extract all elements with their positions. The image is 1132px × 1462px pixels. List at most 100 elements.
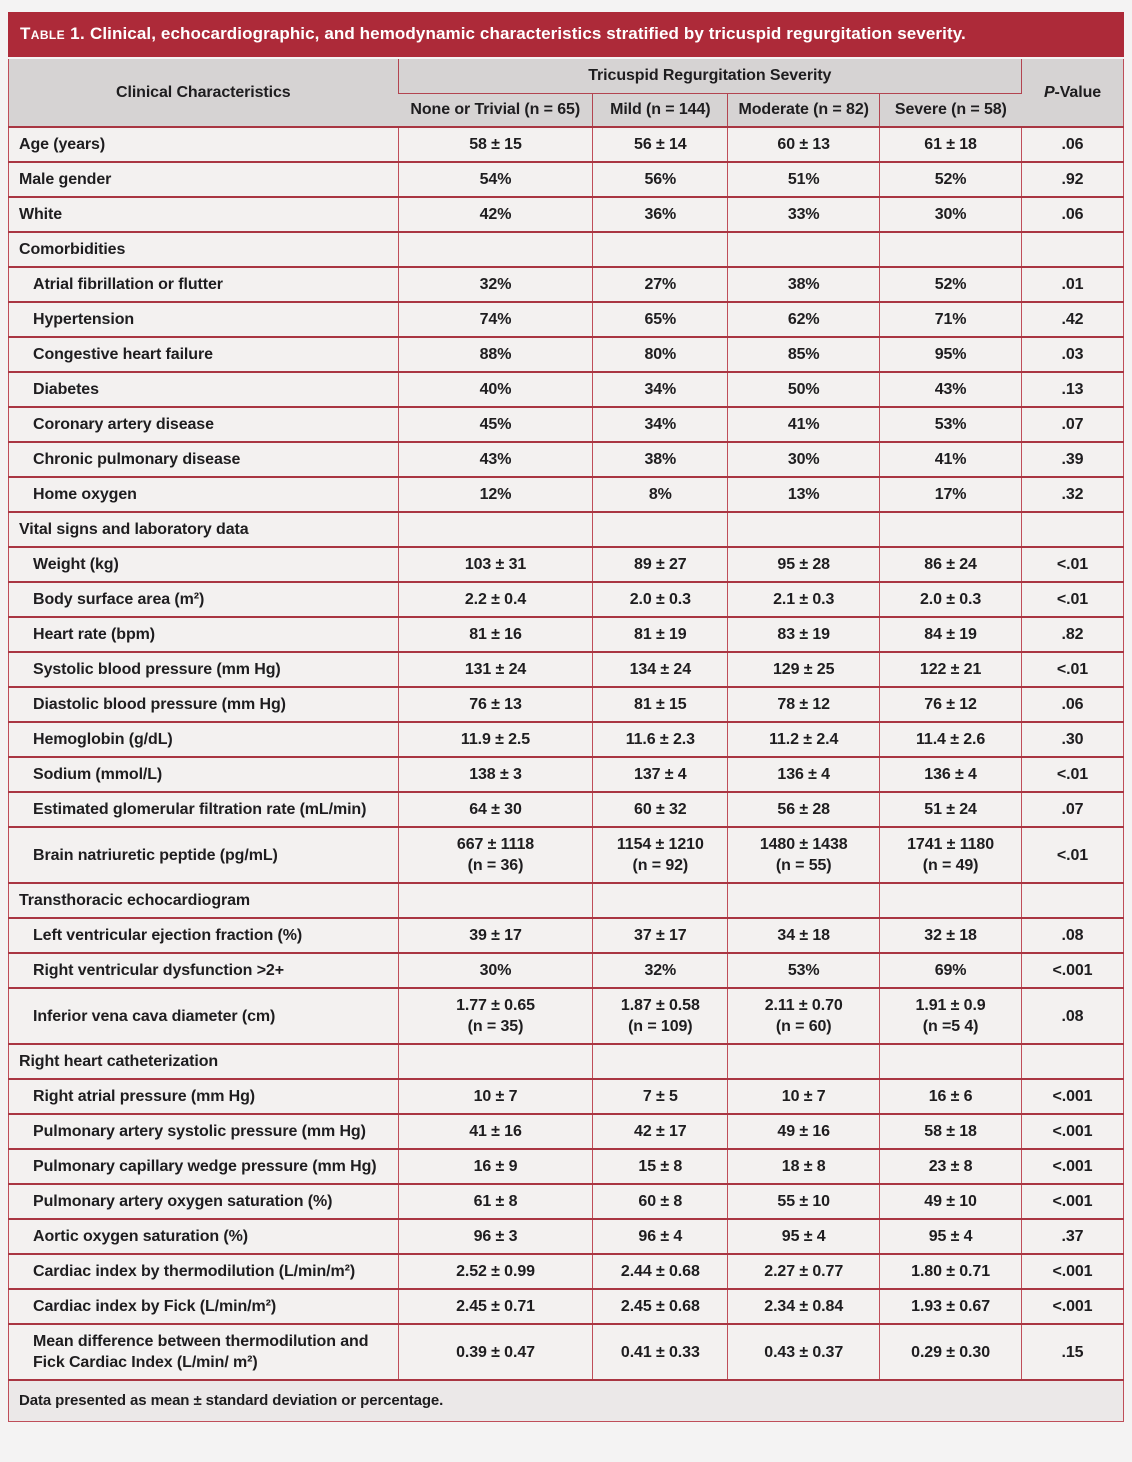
value-cell: 52% — [879, 162, 1022, 197]
value-cell: 88% — [397, 337, 593, 372]
p-value-cell: .37 — [1021, 1219, 1124, 1254]
p-value-cell: .15 — [1021, 1324, 1124, 1380]
value-cell: 8% — [592, 477, 728, 512]
value-cell: 0.43 ± 0.37 — [727, 1324, 880, 1380]
value-cell: 1.77 ± 0.65 (n = 35) — [397, 988, 593, 1044]
footnote-row: Data presented as mean ± standard deviat… — [8, 1380, 1124, 1422]
value-cell: 60 ± 13 — [727, 127, 880, 162]
value-cell: 137 ± 4 — [592, 757, 728, 792]
table-row: Estimated glomerular filtration rate (mL… — [8, 792, 1124, 827]
value-cell: 56 ± 28 — [727, 792, 880, 827]
p-value-cell: <.001 — [1021, 1079, 1124, 1114]
value-cell: 55 ± 10 — [727, 1184, 880, 1219]
section-label: Right heart catheterization — [19, 1053, 219, 1070]
value-cell: 40% — [397, 372, 593, 407]
row-label: Systolic blood pressure (mm Hg) — [33, 661, 281, 678]
table-row: Pulmonary capillary wedge pressure (mm H… — [8, 1149, 1124, 1184]
value-cell: 1154 ± 1210 (n = 92) — [592, 827, 728, 883]
value-cell: 95% — [879, 337, 1022, 372]
value-cell: 86 ± 24 — [879, 547, 1022, 582]
row-label: Cardiac index by Fick (L/min/m²) — [33, 1298, 277, 1315]
table-row: Heart rate (bpm) 81 ± 16 81 ± 19 83 ± 19 84 … — [8, 617, 1124, 652]
value-cell: 41% — [879, 442, 1022, 477]
table-row: Atrial fibrillation or flutter 32% 27% 38% 5… — [8, 267, 1124, 302]
column-header-moderate: Moderate (n = 82) — [727, 93, 880, 127]
value-cell — [397, 512, 593, 547]
table-row: Cardiac index by Fick (L/min/m²) 2.45 ± 0… — [8, 1289, 1124, 1324]
value-cell: 1.87 ± 0.58 (n = 109) — [592, 988, 728, 1044]
value-cell: 2.0 ± 0.3 — [592, 582, 728, 617]
table-number-label: Table 1. — [20, 24, 86, 43]
value-cell: 2.44 ± 0.68 — [592, 1254, 728, 1289]
value-cell: 96 ± 4 — [592, 1219, 728, 1254]
value-cell: 56% — [592, 162, 728, 197]
p-value-cell — [1021, 1044, 1124, 1079]
p-value-cell: <.001 — [1021, 1149, 1124, 1184]
value-cell: 84 ± 19 — [879, 617, 1022, 652]
p-value-cell: .82 — [1021, 617, 1124, 652]
table-body: Age (years) 58 ± 15 56 ± 14 60 ± 13 61 ± 18.… — [8, 127, 1124, 1380]
value-cell: 58 ± 18 — [879, 1114, 1022, 1149]
value-cell: 2.1 ± 0.3 — [727, 582, 880, 617]
value-cell: 11.4 ± 2.6 — [879, 722, 1022, 757]
row-label: Mean difference between thermodilution a… — [33, 1333, 369, 1371]
value-cell: 37 ± 17 — [592, 918, 728, 953]
value-cell: 1.93 ± 0.67 — [879, 1289, 1022, 1324]
table-footnote: Data presented as mean ± standard deviat… — [8, 1380, 1124, 1422]
value-cell: 80% — [592, 337, 728, 372]
value-cell — [397, 883, 593, 918]
column-header-clinical-characteristics: Clinical Characteristics — [8, 59, 399, 127]
table-title-bar: Table 1. Clinical, echocardiographic, an… — [8, 12, 1124, 57]
row-label: Coronary artery disease — [33, 416, 214, 433]
value-cell: 1480 ± 1438 (n = 55) — [727, 827, 880, 883]
p-value-cell: .39 — [1021, 442, 1124, 477]
row-label: Estimated glomerular filtration rate (mL… — [33, 801, 367, 818]
row-label: Congestive heart failure — [33, 346, 213, 363]
value-cell: 53% — [727, 953, 880, 988]
value-cell — [727, 1044, 880, 1079]
row-label: Age (years) — [19, 136, 106, 153]
value-cell: 16 ± 6 — [879, 1079, 1022, 1114]
value-cell: 138 ± 3 — [397, 757, 593, 792]
value-cell: 76 ± 12 — [879, 687, 1022, 722]
value-cell: 23 ± 8 — [879, 1149, 1022, 1184]
p-value-cell: <.01 — [1021, 757, 1124, 792]
value-cell: 32 ± 18 — [879, 918, 1022, 953]
value-cell: 49 ± 16 — [727, 1114, 880, 1149]
value-cell: 32% — [397, 267, 593, 302]
value-cell: 2.45 ± 0.68 — [592, 1289, 728, 1324]
value-cell: 30% — [727, 442, 880, 477]
value-cell: 131 ± 24 — [397, 652, 593, 687]
value-cell: 41% — [727, 407, 880, 442]
value-cell: 2.34 ± 0.84 — [727, 1289, 880, 1324]
value-cell: 50% — [727, 372, 880, 407]
table-title-text: Clinical, echocardiographic, and hemodyn… — [85, 24, 966, 43]
p-value-rest: -Value — [1054, 83, 1102, 101]
value-cell: 54% — [397, 162, 593, 197]
value-cell: 667 ± 1118 (n = 36) — [397, 827, 593, 883]
p-italic: P — [1043, 83, 1055, 101]
table-row: Mean difference between thermodilution a… — [8, 1324, 1124, 1380]
value-cell: 62% — [727, 302, 880, 337]
table-row: Cardiac index by thermodilution (L/min/m… — [8, 1254, 1124, 1289]
value-cell: 49 ± 10 — [879, 1184, 1022, 1219]
value-cell: 11.2 ± 2.4 — [727, 722, 880, 757]
p-value-cell: .06 — [1021, 687, 1124, 722]
section-label: Comorbidities — [19, 241, 126, 258]
p-value-cell: <.001 — [1021, 1184, 1124, 1219]
value-cell: 34% — [592, 407, 728, 442]
value-cell: 33% — [727, 197, 880, 232]
table-row: Chronic pulmonary disease 43% 38% 30% 41% .39 — [8, 442, 1124, 477]
p-value-cell: <.01 — [1021, 547, 1124, 582]
value-cell: 134 ± 24 — [592, 652, 728, 687]
p-value-cell: <.01 — [1021, 827, 1124, 883]
value-cell: 7 ± 5 — [592, 1079, 728, 1114]
value-cell: 85% — [727, 337, 880, 372]
section-label: Transthoracic echocardiogram — [19, 892, 251, 909]
table-row: Sodium (mmol/L) 138 ± 3 137 ± 4 136 ± 4 136 … — [8, 757, 1124, 792]
value-cell: 83 ± 19 — [727, 617, 880, 652]
row-label: Pulmonary capillary wedge pressure (mm H… — [33, 1158, 377, 1175]
value-cell: 34 ± 18 — [727, 918, 880, 953]
row-label: Pulmonary artery oxygen saturation (%) — [33, 1193, 333, 1210]
